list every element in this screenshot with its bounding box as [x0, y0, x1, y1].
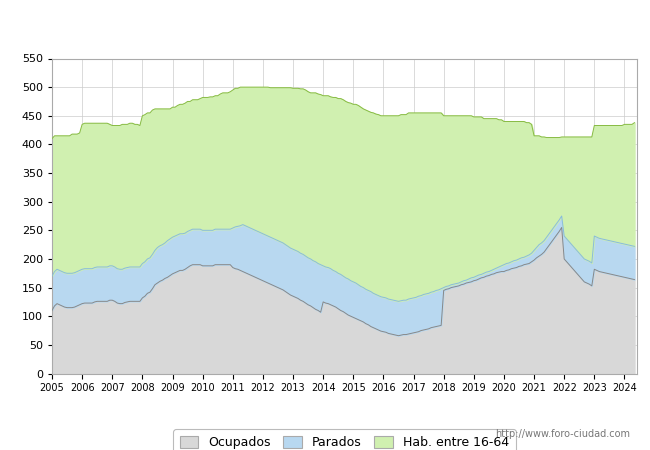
Text: http://www.foro-ciudad.com: http://www.foro-ciudad.com [495, 429, 630, 439]
Legend: Ocupados, Parados, Hab. entre 16-64: Ocupados, Parados, Hab. entre 16-64 [174, 429, 515, 450]
Text: Picón - Evolucion de la poblacion en edad de Trabajar Mayo de 2024: Picón - Evolucion de la poblacion en eda… [98, 18, 552, 31]
